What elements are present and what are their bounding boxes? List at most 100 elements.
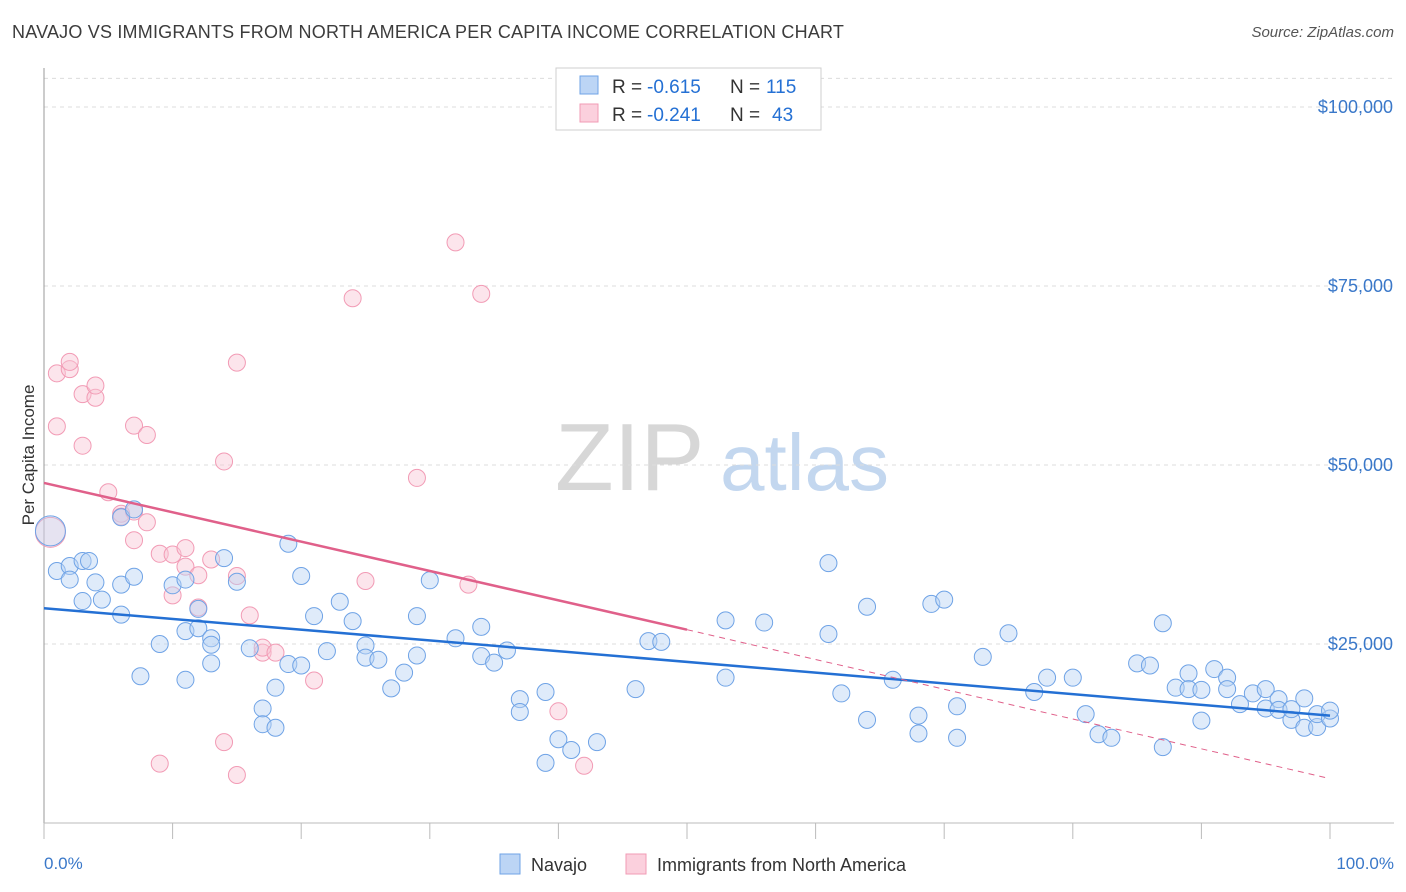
y-axis-tick-labels: $25,000 $50,000 $75,000 $100,000 <box>1318 97 1393 654</box>
series-immigrants-points <box>34 233 594 785</box>
navajo-point <box>1256 680 1275 699</box>
watermark-atlas: atlas <box>720 418 889 507</box>
stats-immigrants-n-label: N = <box>730 105 760 126</box>
navajo-point <box>330 592 349 611</box>
navajo-point <box>189 599 208 618</box>
navajo-point <box>176 570 195 589</box>
navajo-point <box>1295 718 1314 737</box>
immigrants-point <box>86 376 105 395</box>
navajo-point <box>652 632 671 651</box>
navajo-point <box>382 679 401 698</box>
immigrants-point <box>227 566 246 585</box>
immigrants-point <box>163 586 182 605</box>
stats-swatch-navajo <box>579 75 599 95</box>
navajo-point <box>279 655 298 674</box>
navajo-point <box>1140 656 1159 675</box>
navajo-point <box>626 680 645 699</box>
stats-legend: R = -0.615 N = 115 R = -0.241 N = 43 <box>555 67 822 131</box>
navajo-point <box>131 667 150 686</box>
navajo-point <box>716 611 735 630</box>
chart-title: NAVAJO VS IMMIGRANTS FROM NORTH AMERICA … <box>12 22 845 42</box>
navajo-point <box>819 624 838 643</box>
legend-swatch-navajo <box>499 853 521 875</box>
navajo-point <box>1218 680 1237 699</box>
y-tick-label: $100,000 <box>1318 97 1393 117</box>
navajo-point <box>497 641 516 660</box>
watermark: ZIP atlas <box>555 404 889 511</box>
x-tick-label-max: 100.0% <box>1336 854 1394 873</box>
navajo-point <box>510 690 529 709</box>
navajo-point <box>60 570 79 589</box>
navajo-point <box>1166 678 1185 697</box>
series-navajo-points <box>34 500 1339 772</box>
navajo-point <box>317 642 336 661</box>
navajo-point <box>92 590 111 609</box>
navajo-point <box>716 668 735 687</box>
bottom-legend: Navajo Immigrants from North America <box>499 853 907 875</box>
navajo-point <box>150 635 169 654</box>
grid-lines <box>44 77 1394 645</box>
navajo-point <box>909 706 928 725</box>
immigrants-point <box>305 671 324 690</box>
immigrants-trend-line <box>43 481 688 631</box>
navajo-point <box>562 740 581 759</box>
y-tick-label: $50,000 <box>1328 455 1393 475</box>
navajo-point <box>215 549 234 568</box>
navajo-point <box>472 617 491 636</box>
immigrants-point <box>407 468 426 487</box>
navajo-point <box>305 607 324 626</box>
navajo-point <box>395 663 414 682</box>
navajo-point <box>176 670 195 689</box>
navajo-point <box>292 656 311 675</box>
trend-lines <box>43 481 1331 780</box>
stats-immigrants-n-value: 43 <box>772 105 793 126</box>
stats-navajo-r-label: R = <box>612 77 642 98</box>
navajo-point <box>973 647 992 666</box>
navajo-point <box>909 724 928 743</box>
navajo-point <box>1153 738 1172 757</box>
navajo-point <box>755 613 774 632</box>
navajo-point <box>948 728 967 747</box>
navajo-point <box>73 592 92 611</box>
navajo-point <box>1063 668 1082 687</box>
navajo-point <box>86 573 105 592</box>
navajo-point <box>485 653 504 672</box>
y-axis-label: Per Capita Income <box>19 385 38 526</box>
immigrants-point <box>575 756 594 775</box>
legend-label-immigrants: Immigrants from North America <box>657 855 907 875</box>
navajo-point <box>202 629 221 648</box>
navajo-point <box>858 710 877 729</box>
immigrants-point <box>47 417 66 436</box>
navajo-point <box>1153 614 1172 633</box>
immigrants-point <box>125 416 144 435</box>
navajo-point <box>1321 701 1339 720</box>
legend-label-navajo: Navajo <box>531 855 587 875</box>
navajo-trend-line <box>43 606 1331 717</box>
navajo-point <box>858 597 877 616</box>
immigrants-point <box>227 766 246 785</box>
navajo-point <box>1192 711 1211 730</box>
navajo-point <box>1205 660 1224 679</box>
navajo-point <box>935 590 954 609</box>
immigrants-point <box>150 754 169 773</box>
immigrants-point <box>137 425 156 444</box>
navajo-point <box>819 554 838 573</box>
immigrants-point <box>60 352 79 371</box>
navajo-point <box>420 571 439 590</box>
x-axis-ticks <box>43 823 1331 839</box>
immigrants-point <box>137 513 156 532</box>
immigrants-point <box>125 531 144 550</box>
navajo-point <box>34 515 66 547</box>
immigrants-point <box>215 452 234 471</box>
immigrants-point <box>356 572 375 591</box>
navajo-point <box>1076 705 1095 724</box>
immigrants-point <box>176 539 195 558</box>
immigrants-point <box>202 550 221 569</box>
immigrants-point <box>60 360 79 379</box>
stats-navajo-n-value: 115 <box>766 77 796 98</box>
immigrants-trend-extension <box>686 629 1331 780</box>
navajo-point <box>1269 690 1288 709</box>
navajo-point <box>202 635 221 654</box>
legend-swatch-immigrants <box>625 853 647 875</box>
